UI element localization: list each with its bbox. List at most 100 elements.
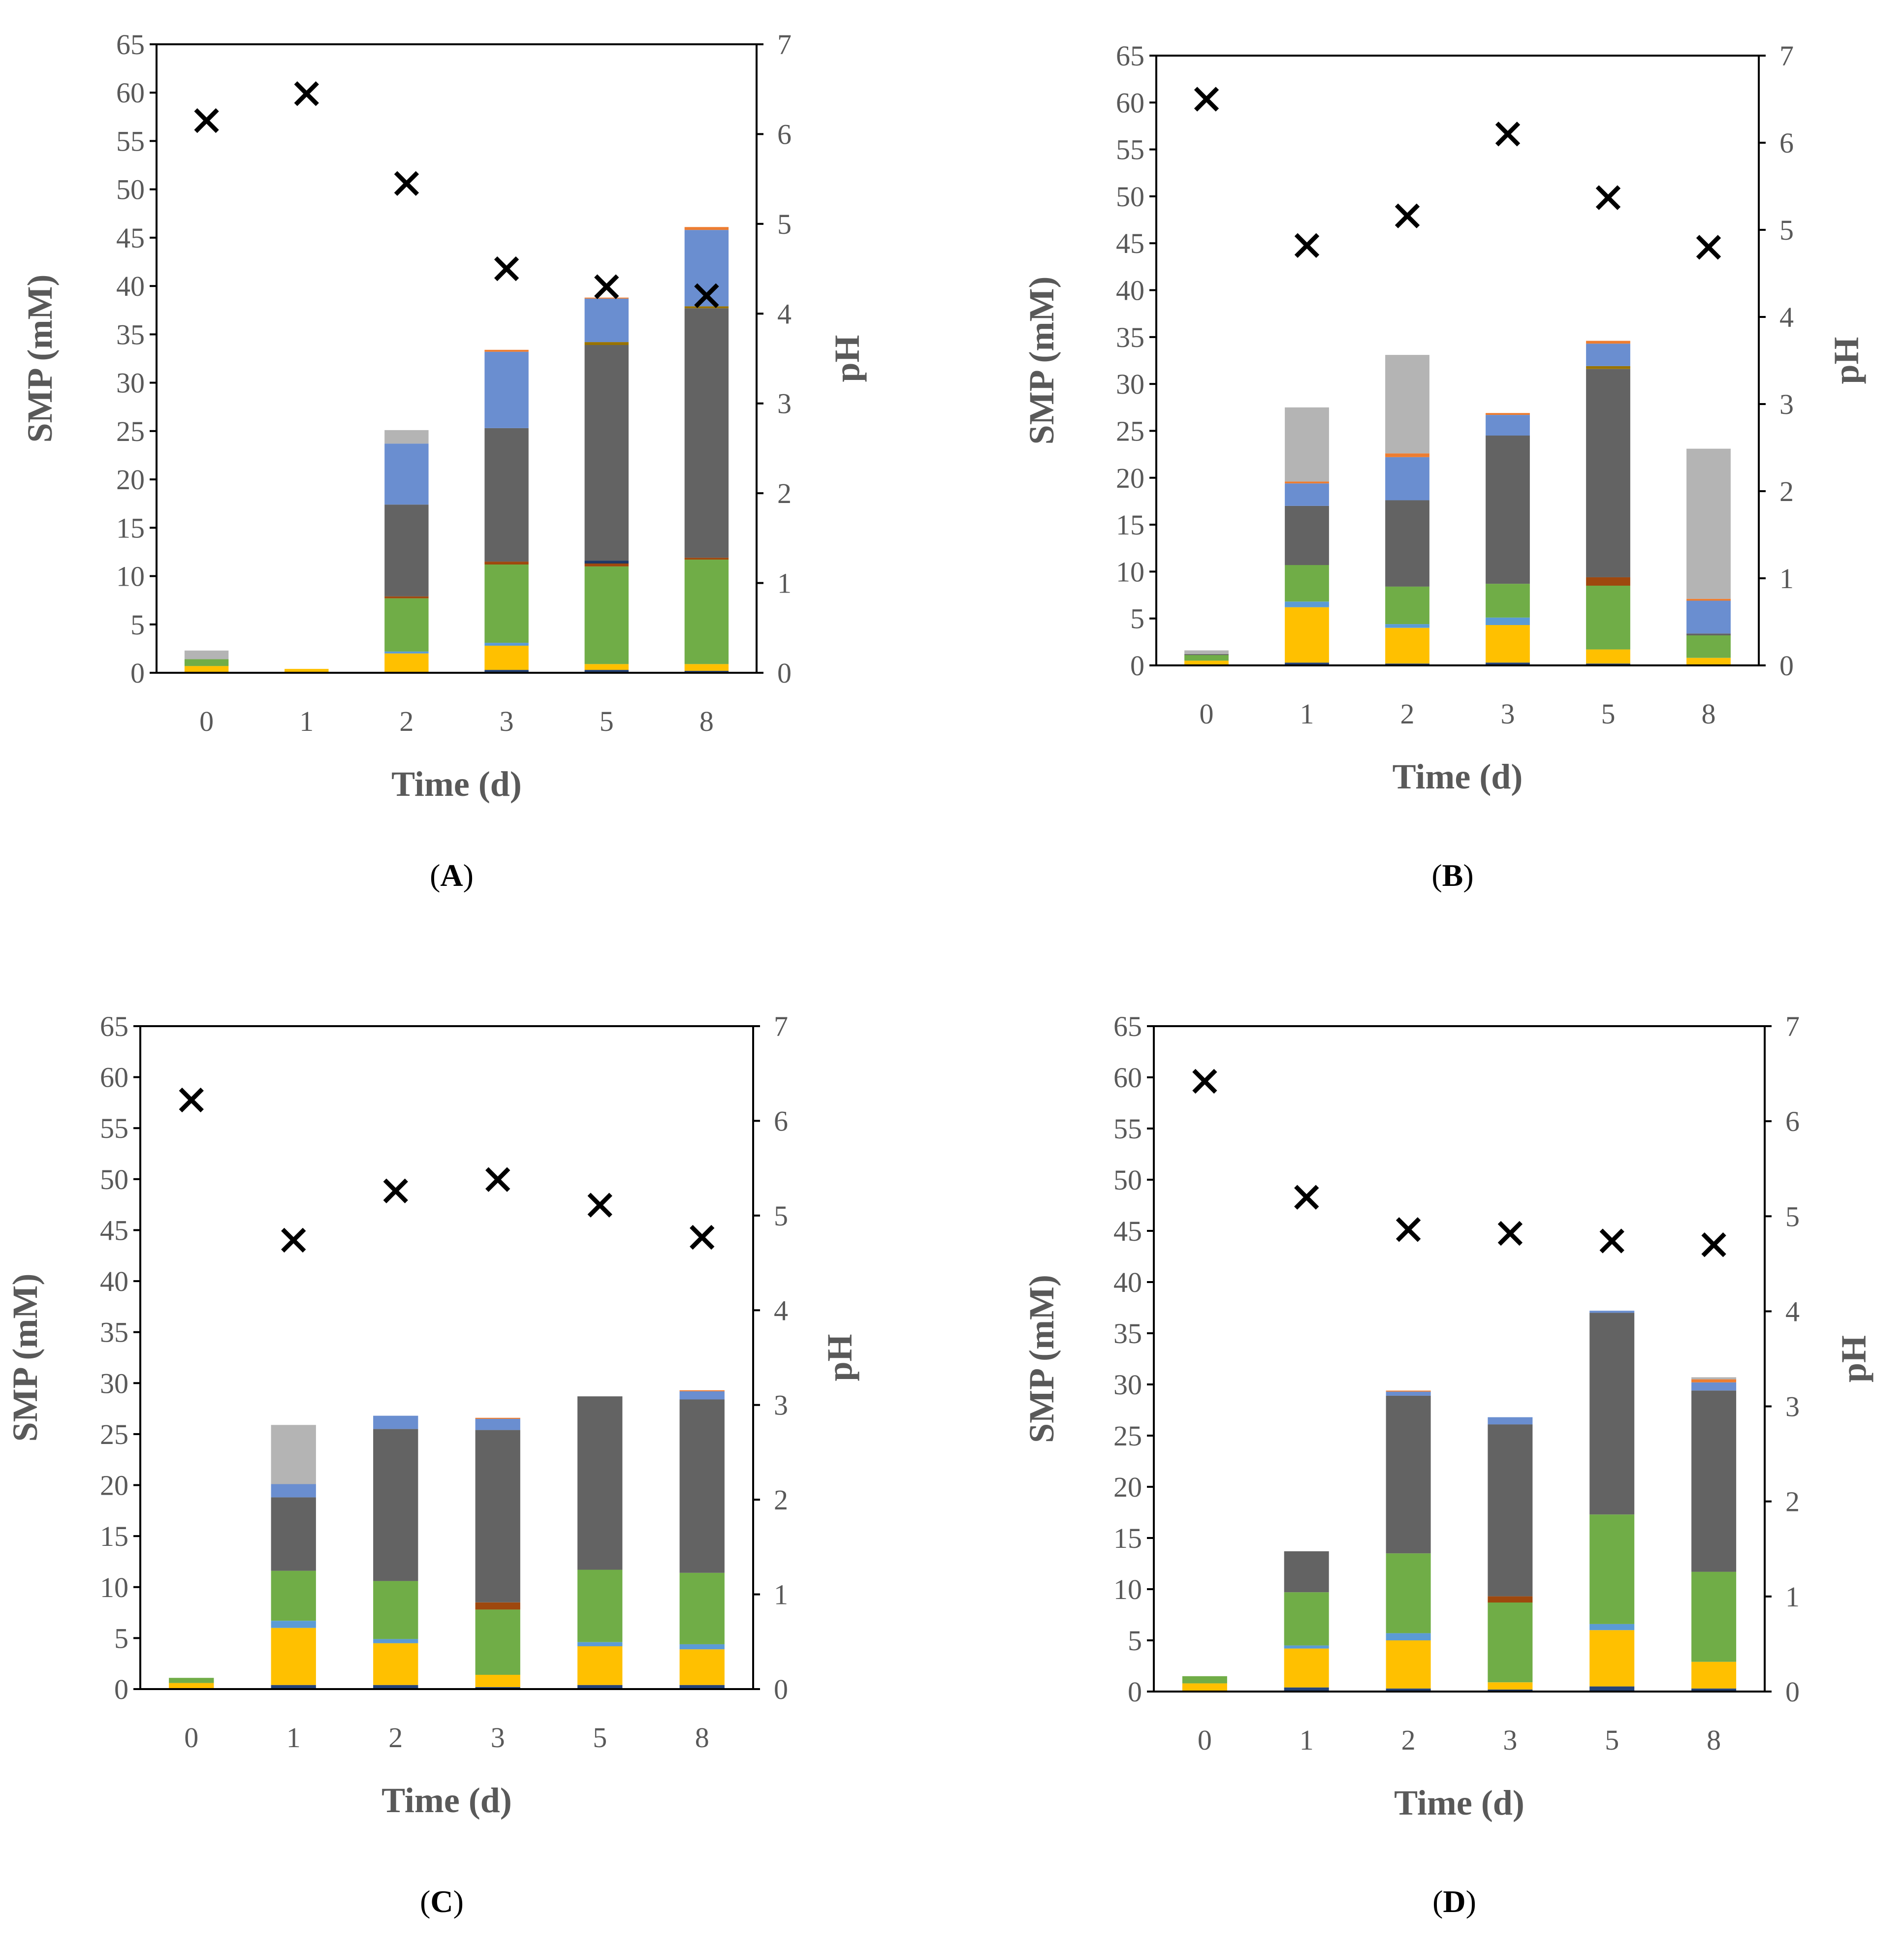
panel-label-c: (C): [420, 1884, 464, 1919]
bar-segment-d-t3-s4: [1488, 1602, 1533, 1683]
y2-tick-label-d-2: 2: [1785, 1486, 1800, 1518]
bar-segment-b-t3-s3: [1486, 617, 1530, 625]
x-axis-title-d: Time (d): [1394, 1783, 1524, 1822]
bar-segment-d-t1-s3: [1284, 1645, 1329, 1649]
bar-segment-c-t3-s2: [475, 1675, 520, 1687]
bar-segment-d-t8-s9: [1691, 1382, 1737, 1391]
bar-segment-b-t2-s2: [1385, 627, 1429, 664]
y-tick-label-b-35: 35: [1116, 321, 1144, 353]
x-tick-label-c-2: 2: [388, 1722, 403, 1754]
y-tick-label-a-40: 40: [116, 270, 145, 302]
bar-segment-d-t3-s7: [1488, 1424, 1533, 1597]
y-tick-label-d-30: 30: [1113, 1369, 1142, 1401]
y2-tick-label-d-1: 1: [1785, 1581, 1800, 1613]
bar-segment-c-t2-s1: [373, 1685, 418, 1689]
bar-segment-c-t5-s4: [577, 1569, 623, 1642]
y-axis-title-c: SMP (mM): [5, 1274, 45, 1442]
bar-segment-b-t1-s9: [1285, 483, 1329, 506]
bar-segment-c-t5-s7: [577, 1396, 623, 1570]
bar-segment-c-t3-s7: [475, 1430, 520, 1602]
x-tick-label-b-5: 5: [1601, 698, 1616, 730]
bar-segment-c-t8-s10: [679, 1390, 725, 1391]
bar-segment-d-t1-s1: [1284, 1687, 1329, 1692]
x-tick-label-a-5: 5: [600, 705, 614, 737]
y-tick-label-c-15: 15: [100, 1520, 128, 1552]
x-axis-title-c: Time (d): [381, 1781, 512, 1820]
bar-segment-c-t5-s2: [577, 1646, 623, 1685]
panel-label-b: (B): [1431, 858, 1473, 893]
bar-segment-b-t5-s10: [1586, 341, 1630, 344]
panel-label-d: (D): [1432, 1884, 1476, 1919]
bar-segment-c-t3-s9: [475, 1418, 520, 1430]
y2-tick-label-a-3: 3: [777, 388, 792, 420]
y-tick-label-a-55: 55: [116, 125, 145, 157]
bar-segment-d-t5-s4: [1589, 1514, 1635, 1624]
bar-segment-b-t2-s7: [1385, 500, 1429, 587]
bar-segment-b-t5-s2: [1586, 649, 1630, 664]
bar-segment-d-t8-s10: [1691, 1379, 1737, 1382]
bar-segment-d-t8-s1: [1691, 1688, 1737, 1692]
y2-tick-label-c-0: 0: [774, 1673, 788, 1705]
bar-segment-d-t3-s1: [1488, 1689, 1533, 1692]
bar-segment-b-t5-s7: [1586, 369, 1630, 577]
bar-segment-d-t3-s2: [1488, 1682, 1533, 1690]
y-tick-label-a-35: 35: [116, 318, 145, 350]
plot-area-c: [139, 1025, 754, 1690]
bar-segment-c-t2-s4: [373, 1581, 418, 1639]
y2-tick-label-b-3: 3: [1779, 388, 1794, 420]
y2-tick-label-c-7: 7: [774, 1010, 788, 1042]
bar-segment-d-t2-s1: [1386, 1688, 1431, 1692]
bar-segment-c-t1-s4: [271, 1570, 316, 1621]
bar-segment-b-t8-s10: [1686, 598, 1731, 601]
y-tick-label-a-10: 10: [116, 561, 145, 593]
ph-marker-b-t2: [1395, 203, 1420, 228]
bar-segment-b-t1-s3: [1285, 601, 1329, 607]
y-tick-label-c-50: 50: [100, 1163, 128, 1195]
x-tick-label-a-0: 0: [199, 705, 214, 737]
bar-segment-a-t5-s9: [584, 298, 629, 343]
y2-tick-label-c-2: 2: [774, 1484, 788, 1516]
y-tick-label-d-40: 40: [1113, 1266, 1142, 1298]
x-tick-label-d-5: 5: [1605, 1724, 1619, 1756]
x-tick-label-a-3: 3: [500, 705, 514, 737]
bar-segment-a-t2-s2: [384, 653, 429, 673]
bar-segment-b-t5-s4: [1586, 586, 1630, 650]
bar-segment-b-t5-s8: [1586, 366, 1630, 369]
bar-segment-a-t3-s9: [484, 351, 529, 428]
x-tick-label-a-8: 8: [699, 705, 714, 737]
y-tick-label-d-35: 35: [1113, 1318, 1142, 1349]
y-tick-label-a-30: 30: [116, 367, 145, 399]
bar-segment-a-t2-s5: [384, 596, 429, 598]
y-tick-label-b-40: 40: [1116, 275, 1144, 307]
bar-segment-d-t1-s4: [1284, 1592, 1329, 1646]
bar-segment-b-t0-s11: [1184, 650, 1229, 655]
y-tick-label-d-10: 10: [1113, 1573, 1142, 1605]
ph-marker-d-t8: [1701, 1232, 1726, 1257]
y-tick-label-c-25: 25: [100, 1418, 128, 1450]
ph-marker-a-t3: [494, 256, 519, 282]
y-tick-label-d-50: 50: [1113, 1164, 1142, 1196]
x-axis-title-b: Time (d): [1393, 757, 1523, 796]
y-axis-title-d: SMP (mM): [1022, 1275, 1061, 1443]
bar-segment-b-t8-s11: [1686, 448, 1731, 599]
y-tick-label-d-15: 15: [1113, 1522, 1142, 1554]
bar-segment-b-t1-s11: [1285, 407, 1329, 482]
y2-tick-label-a-0: 0: [777, 657, 792, 689]
ph-marker-c-t1: [281, 1227, 306, 1253]
bar-segment-c-t1-s9: [271, 1484, 316, 1498]
y-tick-label-b-55: 55: [1116, 134, 1144, 166]
bar-segment-c-t3-s1: [475, 1687, 520, 1689]
bar-segment-a-t3-s4: [484, 565, 529, 643]
y2-tick-label-a-1: 1: [777, 567, 792, 599]
y2-tick-label-a-4: 4: [777, 298, 792, 330]
panel-label-a: (A): [430, 858, 474, 893]
bar-segment-d-t5-s9: [1589, 1311, 1635, 1313]
bar-segment-b-t3-s1: [1486, 662, 1530, 665]
bar-segment-d-t3-s9: [1488, 1417, 1533, 1425]
bar-segment-b-t0-s2: [1184, 660, 1229, 665]
y-tick-label-b-0: 0: [1130, 650, 1144, 682]
y2-tick-label-b-6: 6: [1779, 127, 1794, 159]
bar-segment-a-t2-s4: [384, 598, 429, 652]
bar-segment-d-t5-s7: [1589, 1313, 1635, 1515]
x-tick-label-b-2: 2: [1400, 698, 1415, 730]
